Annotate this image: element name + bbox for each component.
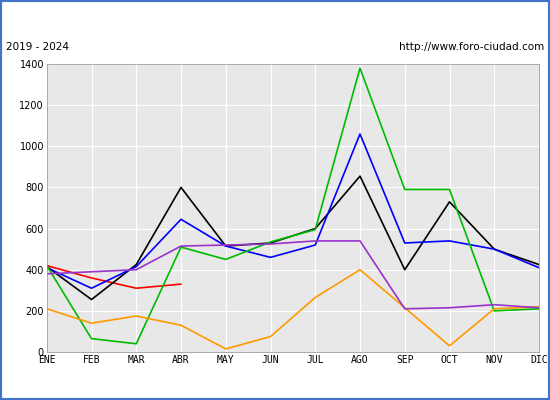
Text: 2019 - 2024: 2019 - 2024	[6, 42, 69, 52]
Text: Evolucion Nº Turistas Nacionales en el municipio de San Martín del Castañar: Evolucion Nº Turistas Nacionales en el m…	[21, 10, 529, 24]
Text: http://www.foro-ciudad.com: http://www.foro-ciudad.com	[399, 42, 544, 52]
